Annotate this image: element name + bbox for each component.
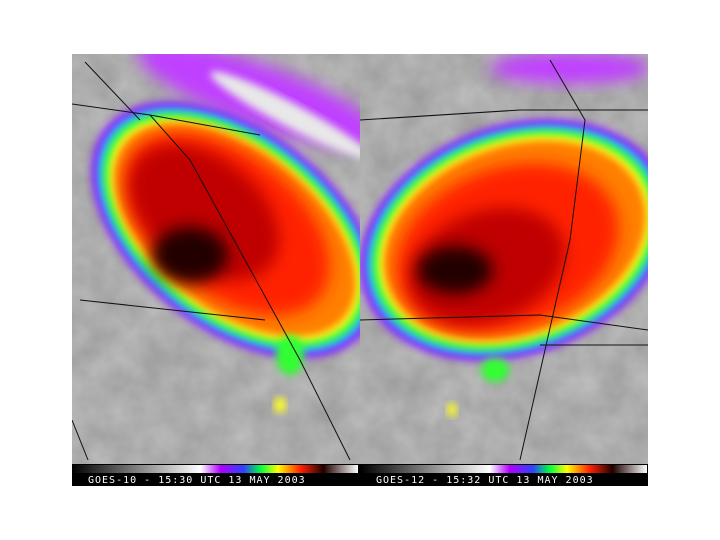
color-bar: [361, 465, 647, 473]
panel-label: GOES-12 - 15:32 UTC 13 MAY 2003: [376, 475, 594, 486]
right-panel: [360, 54, 648, 464]
panel-label: GOES-10 - 15:30 UTC 13 MAY 2003: [88, 475, 306, 486]
color-bar: [72, 465, 358, 473]
left-panel: [72, 54, 360, 464]
